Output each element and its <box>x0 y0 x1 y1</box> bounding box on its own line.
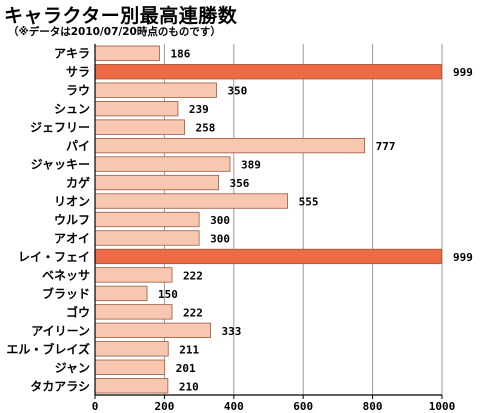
category-label: サラ <box>66 65 90 79</box>
bar <box>94 119 185 135</box>
category-label: ゴウ <box>66 304 90 319</box>
category-label: パイ <box>66 139 90 153</box>
category-label: リオン <box>54 195 90 209</box>
value-label: 300 <box>210 232 230 245</box>
category-label: ジャッキー <box>31 158 90 172</box>
category-label: タカアラシ <box>30 379 90 393</box>
value-label: 389 <box>241 159 261 172</box>
value-label: 300 <box>210 214 230 227</box>
bar <box>94 82 217 98</box>
bar <box>94 64 443 80</box>
category-label: ジャン <box>55 361 90 375</box>
bar <box>94 45 160 61</box>
x-tick-label: 600 <box>293 400 313 413</box>
category-label: レイ・フェイ <box>18 250 90 264</box>
x-tick-label: 200 <box>154 400 174 413</box>
chart-subtitle: （※データは2010/07/20時点のものです） <box>8 26 221 38</box>
value-label: 222 <box>183 306 203 319</box>
x-tick-label: 400 <box>224 400 244 413</box>
value-label: 210 <box>179 380 199 393</box>
value-label: 222 <box>183 269 203 282</box>
value-label: 333 <box>222 325 242 338</box>
bar <box>94 267 173 283</box>
value-label: 258 <box>196 122 216 135</box>
x-tick-label: 800 <box>363 400 383 413</box>
bar <box>94 211 200 228</box>
bar <box>94 304 173 320</box>
x-tick-label: 0 <box>92 400 99 413</box>
bar <box>94 156 231 172</box>
bar <box>94 193 288 209</box>
category-label: エル・ブレイズ <box>6 341 90 356</box>
category-label: アイリーン <box>31 324 90 338</box>
value-label: 999 <box>453 251 473 264</box>
value-label: 186 <box>171 48 191 61</box>
value-label: 350 <box>227 85 247 98</box>
value-label: 555 <box>299 196 319 209</box>
category-label: ブラッド <box>42 286 90 301</box>
value-label: 239 <box>189 103 209 116</box>
x-tick-label: 1000 <box>429 400 456 413</box>
category-label: ラウ <box>66 84 90 98</box>
value-label: 211 <box>179 343 199 356</box>
category-label: ウルフ <box>54 213 90 227</box>
bar <box>94 248 443 265</box>
category-label: ジェフリー <box>30 121 90 135</box>
bar <box>94 359 166 375</box>
bar <box>94 322 211 338</box>
category-label: シュン <box>54 102 90 116</box>
bar <box>94 137 366 154</box>
category-label: アキラ <box>54 47 90 61</box>
bar <box>94 101 179 117</box>
chart-title: キャラクター別最高連勝数 <box>4 5 238 27</box>
category-label: カゲ <box>66 175 90 190</box>
category-label: アオイ <box>54 231 90 245</box>
value-label: 150 <box>158 288 178 301</box>
category-label: ベネッサ <box>42 268 90 282</box>
value-label: 201 <box>176 362 196 375</box>
value-label: 777 <box>376 140 396 153</box>
value-label: 999 <box>453 66 473 79</box>
value-label: 356 <box>230 177 250 190</box>
bar <box>94 285 148 302</box>
bar <box>94 174 219 191</box>
bar <box>94 378 169 394</box>
bar <box>94 230 200 246</box>
bar <box>94 341 169 357</box>
